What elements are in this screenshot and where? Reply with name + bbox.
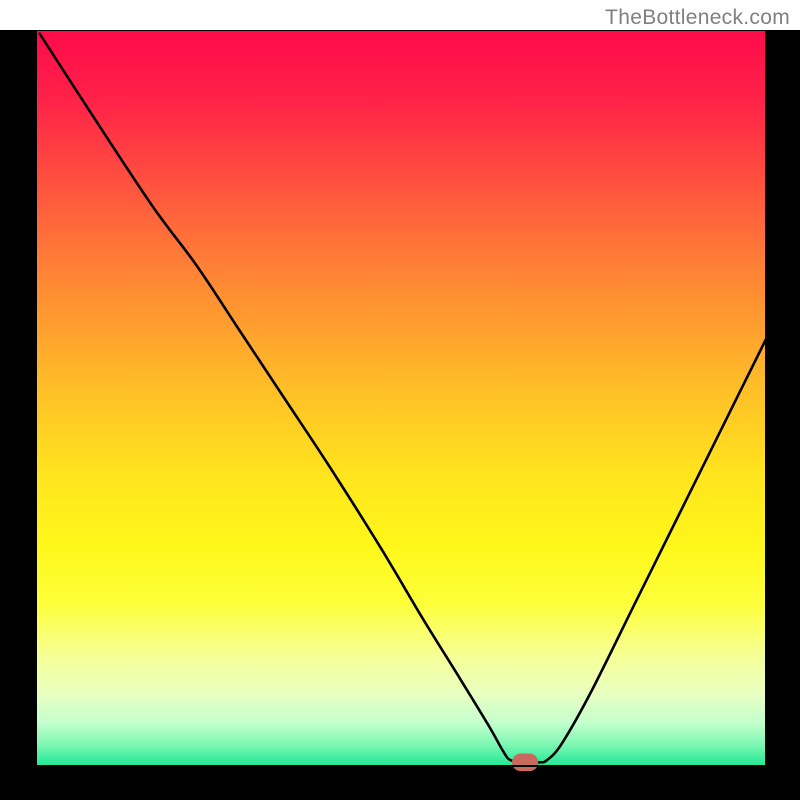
- chart-svg: [0, 30, 800, 800]
- bottleneck-chart: [0, 30, 800, 800]
- image-root: TheBottleneck.com: [0, 0, 800, 800]
- watermark-text: TheBottleneck.com: [605, 6, 790, 30]
